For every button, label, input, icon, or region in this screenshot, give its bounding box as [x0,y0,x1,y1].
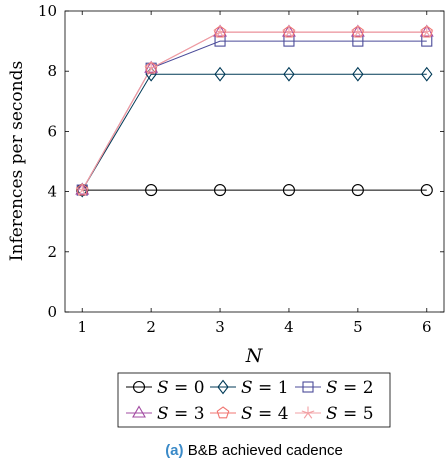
data-point-s0 [213,184,227,197]
legend-item-s4: S = 4 [210,404,289,424]
data-point-s0 [420,184,433,197]
star-marker-arm [219,29,227,33]
series-line-s5 [81,31,427,191]
star-marker-arm [307,410,315,414]
x-tick-label: 5 [353,318,363,336]
star-marker-arm [144,65,152,69]
star-marker-arm [426,29,434,33]
data-point-s4 [420,25,434,38]
series-line-s4 [81,31,427,191]
data-point-s5 [351,25,365,38]
legend-box [117,372,391,428]
star-marker-arm [150,65,158,69]
series-line-s2 [81,40,427,191]
legend-marker-diamond [217,379,229,395]
legend-label: S = 2 [326,378,374,398]
legend-label: S = 3 [157,404,205,424]
star-marker-arm [357,29,365,33]
star-marker-arm [351,29,359,33]
axis-ticks: 1 2 3 4 5 6 0 2 4 6 8 10 [38,2,444,336]
x-tick-label: 3 [215,318,225,336]
y-tick-label: 4 [47,183,57,201]
legend-item-s1: S = 1 [210,378,289,398]
star-marker-arm [284,31,290,38]
y-tick-label: 0 [47,303,57,321]
x-tick-label: 1 [77,318,87,336]
star-marker-arm [77,189,83,196]
star-marker-arm [288,29,296,33]
star-marker-arm [426,31,432,38]
figure-caption: (a) B&B achieved cadence [165,442,343,459]
data-point-s0 [145,184,158,197]
series-lines [81,31,427,191]
y-tick-label: 8 [47,62,57,80]
star-marker-arm [357,31,363,38]
data-point-s1 [352,66,364,82]
x-tick-label: 4 [284,318,294,336]
caption-tag: (a) [165,442,183,459]
data-point-s1 [283,66,295,82]
legend-item-s2: S = 2 [295,378,374,398]
star-marker-arm [146,67,152,74]
star-marker-arm [282,29,290,33]
data-point-s4 [144,61,158,74]
star-marker-arm [219,31,225,38]
y-tick-label: 10 [38,2,57,20]
caption-text: B&B achieved cadence [188,442,343,459]
x-tick-label: 6 [422,318,432,336]
data-point-s5 [75,183,89,196]
legend-marker-pentagon [216,406,230,419]
y-axis-label: Inferences per seconds [7,61,27,261]
star-marker-arm [75,187,83,191]
y-tick-label: 6 [47,122,57,140]
legend-marker-star [301,406,315,419]
data-point-s4 [213,25,227,38]
legend-marker-triangle [132,405,146,418]
data-point-s4 [282,25,296,38]
legend-label: S = 1 [241,378,289,398]
y-tick-label: 2 [47,243,57,261]
data-point-s1 [76,182,88,198]
x-tick-label: 2 [146,318,156,336]
data-point-s1 [214,66,226,82]
x-axis-label: N [245,345,264,367]
star-marker-arm [150,67,156,74]
data-point-s5 [213,25,227,38]
series-line-s1 [81,73,427,191]
star-marker-arm [288,31,294,38]
legend-label: S = 4 [241,404,289,424]
legend-item-s0: S = 0 [126,378,205,398]
series-markers [75,24,434,198]
legend-marker-square [302,381,314,393]
data-point-s0 [282,184,296,197]
star-marker-arm [301,410,309,414]
star-marker-arm [82,187,89,191]
data-point-s5 [282,25,296,38]
data-point-s4 [351,25,365,38]
legend-item-s3: S = 3 [126,404,205,424]
star-marker-arm [215,31,221,38]
star-marker-arm [353,31,359,38]
series-line-s3 [81,31,427,191]
data-point-s5 [420,25,434,38]
star-marker-arm [422,31,428,38]
plot-area-frame [64,10,445,313]
star-marker-arm [307,412,313,419]
legend-item-s5: S = 5 [295,404,374,424]
star-marker-arm [303,412,309,419]
star-marker-arm [213,29,221,33]
legend-label: S = 5 [326,404,374,424]
data-point-s1 [421,66,433,82]
data-point-s0 [351,184,364,197]
star-marker-arm [420,29,427,33]
legend: S = 0 S = 1 S = 2 S = 3 S = 4 S = 5 [126,378,374,424]
star-marker-arm [81,189,87,196]
data-point-s4 [75,183,89,196]
legend-label: S = 0 [157,378,205,398]
legend-marker-circle [132,380,146,394]
data-point-s5 [144,61,158,74]
